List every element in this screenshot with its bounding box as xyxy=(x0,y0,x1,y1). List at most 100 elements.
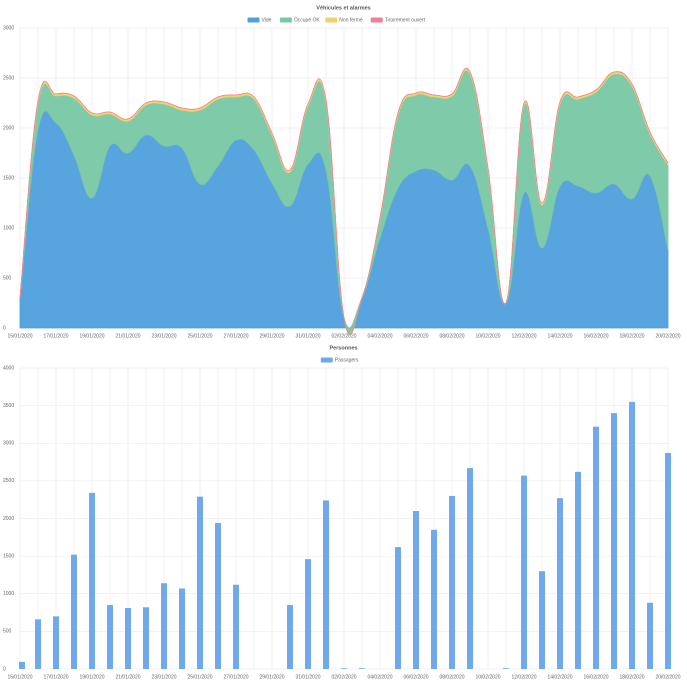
bar xyxy=(35,619,41,669)
bar xyxy=(161,583,167,669)
bar xyxy=(647,602,653,669)
x-tick-label: 04/02/2020 xyxy=(367,674,392,680)
bar xyxy=(19,661,25,669)
bar xyxy=(593,426,599,669)
bar xyxy=(197,496,203,669)
x-tick-label: 29/01/2020 xyxy=(259,333,284,339)
x-tick-label: 31/01/2020 xyxy=(295,333,320,339)
bar xyxy=(503,668,509,669)
x-tick-label: 02/02/2020 xyxy=(331,674,356,680)
bar xyxy=(575,471,581,669)
y-tick-label: 2500 xyxy=(3,478,14,484)
y-tick-label: 0 xyxy=(3,325,6,331)
legend-swatch xyxy=(325,17,338,23)
bar xyxy=(431,529,437,669)
legend-label: Passagers xyxy=(335,357,359,363)
y-tick-label: 1500 xyxy=(3,175,14,181)
x-tick-label: 19/01/2020 xyxy=(79,333,104,339)
bar xyxy=(611,413,617,669)
bar xyxy=(53,616,59,669)
bar xyxy=(629,401,635,669)
x-tick-label: 18/02/2020 xyxy=(619,674,644,680)
x-tick-label: 16/02/2020 xyxy=(583,674,608,680)
x-tick-label: 15/01/2020 xyxy=(7,333,32,339)
bar xyxy=(539,571,545,669)
y-tick-label: 500 xyxy=(3,275,12,281)
legend-swatch xyxy=(279,17,292,23)
bar xyxy=(71,554,77,669)
y-tick-label: 0 xyxy=(3,666,6,672)
x-tick-label: 27/01/2020 xyxy=(223,674,248,680)
y-tick-label: 1500 xyxy=(3,553,14,559)
x-tick-label: 12/02/2020 xyxy=(511,674,536,680)
bar xyxy=(467,468,473,669)
x-tick-label: 14/02/2020 xyxy=(547,674,572,680)
x-tick-label: 17/01/2020 xyxy=(43,333,68,339)
y-tick-label: 3500 xyxy=(3,403,14,409)
bar xyxy=(395,547,401,669)
x-tick-label: 04/02/2020 xyxy=(367,333,392,339)
chart: Personnes Passagers 0 500 1000 1500 2000 2500 30… xyxy=(3,345,681,680)
y-tick-label: 3000 xyxy=(3,441,14,447)
x-tick-label: 29/01/2020 xyxy=(259,674,284,680)
x-tick-label: 21/01/2020 xyxy=(115,674,140,680)
y-tick-label: 4000 xyxy=(3,365,14,371)
x-tick-label: 20/02/2020 xyxy=(655,333,680,339)
bar xyxy=(557,498,563,669)
bar xyxy=(341,668,347,669)
bar xyxy=(179,588,185,669)
chart-title: Personnes xyxy=(329,345,357,351)
x-tick-label: 23/01/2020 xyxy=(151,333,176,339)
bar xyxy=(359,668,365,669)
x-tick-label: 16/02/2020 xyxy=(583,333,608,339)
area xyxy=(19,68,669,336)
x-tick-label: 17/01/2020 xyxy=(43,674,68,680)
legend-swatch xyxy=(247,17,260,23)
x-tick-label: 25/01/2020 xyxy=(187,674,212,680)
legend-swatch xyxy=(370,17,383,23)
x-tick-label: 08/02/2020 xyxy=(439,674,464,680)
legend-label: Vide xyxy=(262,17,272,23)
x-tick-label: 21/01/2020 xyxy=(115,333,140,339)
legend-label: Occupé OK xyxy=(294,17,321,23)
bar xyxy=(323,500,329,669)
x-tick-label: 06/02/2020 xyxy=(403,674,428,680)
x-tick-label: 06/02/2020 xyxy=(403,333,428,339)
chart: Véhicules et alarmes Vide Occupé OK Non fer… xyxy=(3,5,681,339)
x-tick-label: 08/02/2020 xyxy=(439,333,464,339)
legend-label: Non fermé xyxy=(339,17,363,23)
y-tick-label: 2000 xyxy=(3,516,14,522)
x-tick-label: 15/01/2020 xyxy=(7,674,32,680)
y-tick-label: 1000 xyxy=(3,225,14,231)
bar xyxy=(107,605,113,669)
bar xyxy=(287,605,293,669)
y-tick-label: 2000 xyxy=(3,125,14,131)
y-tick-label: 500 xyxy=(3,629,12,635)
bar xyxy=(143,607,149,669)
x-tick-label: 27/01/2020 xyxy=(223,333,248,339)
y-tick-label: 3000 xyxy=(3,25,14,31)
legend-swatch xyxy=(320,357,333,363)
x-tick-label: 25/01/2020 xyxy=(187,333,212,339)
x-tick-label: 18/02/2020 xyxy=(619,333,644,339)
bar xyxy=(665,453,671,669)
x-tick-label: 20/02/2020 xyxy=(655,674,680,680)
bar xyxy=(125,608,131,669)
x-tick-label: 14/02/2020 xyxy=(547,333,572,339)
bar xyxy=(305,559,311,669)
bar xyxy=(521,475,527,669)
y-tick-label: 1000 xyxy=(3,591,14,597)
chart-title: Véhicules et alarmes xyxy=(316,5,370,11)
bar xyxy=(233,584,239,669)
x-tick-label: 12/02/2020 xyxy=(511,333,536,339)
x-tick-label: 31/01/2020 xyxy=(295,674,320,680)
bar xyxy=(449,495,455,669)
x-tick-label: 10/02/2020 xyxy=(475,333,500,339)
x-tick-label: 23/01/2020 xyxy=(151,674,176,680)
bar xyxy=(215,523,221,669)
x-tick-label: 02/02/2020 xyxy=(331,333,356,339)
legend-label: Tiroirement ouvert xyxy=(385,17,426,23)
x-tick-label: 10/02/2020 xyxy=(475,674,500,680)
bar xyxy=(413,510,419,669)
